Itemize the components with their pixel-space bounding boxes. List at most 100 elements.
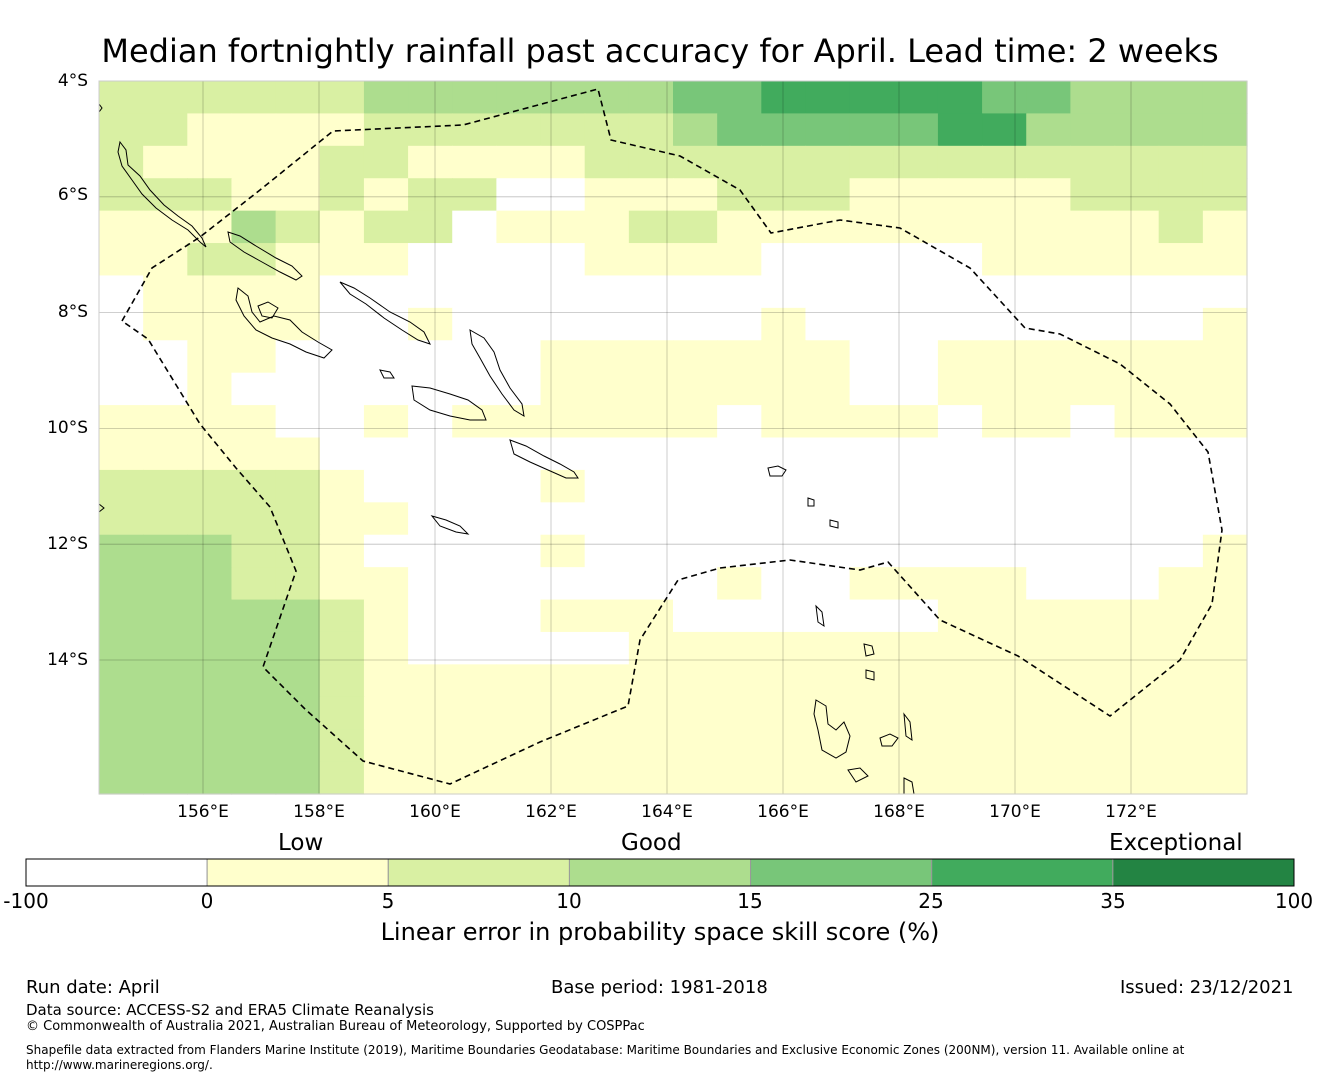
grid-cell bbox=[1026, 372, 1071, 406]
grid-cell bbox=[231, 145, 277, 179]
bougainville-island bbox=[117, 140, 207, 248]
grid-cell bbox=[761, 599, 807, 633]
grid-cell bbox=[408, 340, 453, 374]
grid-cell bbox=[893, 178, 939, 212]
grid-cell bbox=[1158, 502, 1204, 536]
grid-cell bbox=[319, 631, 365, 665]
grid-cell bbox=[1026, 567, 1071, 601]
grid-cell bbox=[540, 145, 586, 179]
grid-cell bbox=[1026, 729, 1071, 763]
grid-cell bbox=[761, 631, 807, 665]
grid-cell bbox=[628, 469, 674, 503]
grid-cell bbox=[496, 567, 542, 601]
grid-cell bbox=[1070, 631, 1116, 665]
grid-cell bbox=[893, 567, 939, 601]
grid-cell bbox=[761, 567, 807, 601]
grid-cell bbox=[496, 145, 542, 179]
grid-cell bbox=[1070, 437, 1116, 471]
grid-cell bbox=[849, 178, 895, 212]
grid-cell bbox=[937, 178, 983, 212]
grid-cell bbox=[849, 631, 895, 665]
grid-cell bbox=[673, 469, 718, 503]
grid-cell bbox=[1202, 502, 1248, 536]
grid-cell bbox=[717, 664, 762, 698]
grid-cell bbox=[231, 534, 277, 568]
grid-cell bbox=[452, 145, 497, 179]
issued-date: Issued: 23/12/2021 bbox=[1120, 977, 1294, 998]
grid-cell bbox=[363, 761, 409, 795]
grid-cell bbox=[982, 340, 1027, 374]
grid-cell bbox=[319, 178, 365, 212]
grid-cell bbox=[496, 437, 542, 471]
grid-cell bbox=[452, 81, 497, 115]
grid-cell bbox=[408, 307, 453, 341]
grid-cell bbox=[275, 567, 321, 601]
grid-cell bbox=[496, 210, 542, 244]
grid-cell bbox=[319, 567, 365, 601]
grid-cell bbox=[1202, 729, 1248, 763]
grid-cell bbox=[452, 405, 497, 439]
grid-cell bbox=[937, 599, 983, 633]
grid-cell bbox=[628, 405, 674, 439]
grid-cell bbox=[99, 372, 144, 406]
grid-cell bbox=[937, 664, 983, 698]
grid-cell bbox=[982, 761, 1027, 795]
grid-cell bbox=[1202, 534, 1248, 568]
grid-cell bbox=[761, 534, 807, 568]
grid-cell bbox=[408, 275, 453, 309]
grid-cell bbox=[452, 761, 497, 795]
grid-cell bbox=[584, 210, 630, 244]
grid-cell bbox=[143, 599, 188, 633]
grid-cell bbox=[540, 243, 586, 277]
grid-cell bbox=[628, 113, 674, 147]
grid-cell bbox=[1070, 113, 1116, 147]
grid-cell bbox=[275, 696, 321, 730]
grid-cell bbox=[982, 372, 1027, 406]
grid-cell bbox=[1026, 599, 1071, 633]
grid-cell bbox=[849, 599, 895, 633]
shapefile-credit: Shapefile data extracted from Flanders M… bbox=[26, 1043, 1185, 1057]
grid-cell bbox=[99, 113, 144, 147]
grid-cell bbox=[1026, 437, 1071, 471]
grid-cell bbox=[1202, 761, 1248, 795]
grid-cell bbox=[982, 81, 1027, 115]
grid-cell bbox=[584, 113, 630, 147]
legend-category-exceptional: Exceptional bbox=[1109, 830, 1243, 856]
lon-label-164e: 164°E bbox=[641, 802, 693, 822]
grid-cell bbox=[937, 372, 983, 406]
grid-cell bbox=[1202, 599, 1248, 633]
grid-cell bbox=[1158, 307, 1204, 341]
grid-cell bbox=[1202, 664, 1248, 698]
grid-cell bbox=[1202, 178, 1248, 212]
grid-cell bbox=[584, 81, 630, 115]
grid-cell bbox=[628, 307, 674, 341]
grid-cell bbox=[231, 437, 277, 471]
grid-cell bbox=[673, 307, 718, 341]
vanikoro-island bbox=[807, 497, 815, 507]
grid-cell bbox=[319, 729, 365, 763]
grid-cell bbox=[584, 145, 630, 179]
grid-cell bbox=[628, 372, 674, 406]
grid-cell bbox=[1202, 307, 1248, 341]
lon-label-160e: 160°E bbox=[409, 802, 461, 822]
grid-cell bbox=[452, 696, 497, 730]
grid-cell bbox=[408, 696, 453, 730]
grid-cell bbox=[937, 113, 983, 147]
grid-cell bbox=[761, 178, 807, 212]
new-georgia-islands bbox=[235, 287, 333, 359]
grid-cell bbox=[187, 307, 233, 341]
grid-cell bbox=[1202, 340, 1248, 374]
grid-cell bbox=[99, 729, 144, 763]
grid-cell bbox=[628, 210, 674, 244]
grid-cell bbox=[99, 340, 144, 374]
grid-cell bbox=[1158, 178, 1204, 212]
grid-cell bbox=[1158, 113, 1204, 147]
grid-cell bbox=[540, 502, 586, 536]
grid-cell bbox=[143, 113, 188, 147]
grid-cell bbox=[143, 372, 188, 406]
grid-cell bbox=[893, 469, 939, 503]
grid-cell bbox=[717, 275, 762, 309]
grid-cell bbox=[584, 340, 630, 374]
grid-cell bbox=[143, 534, 188, 568]
grid-cell bbox=[408, 145, 453, 179]
